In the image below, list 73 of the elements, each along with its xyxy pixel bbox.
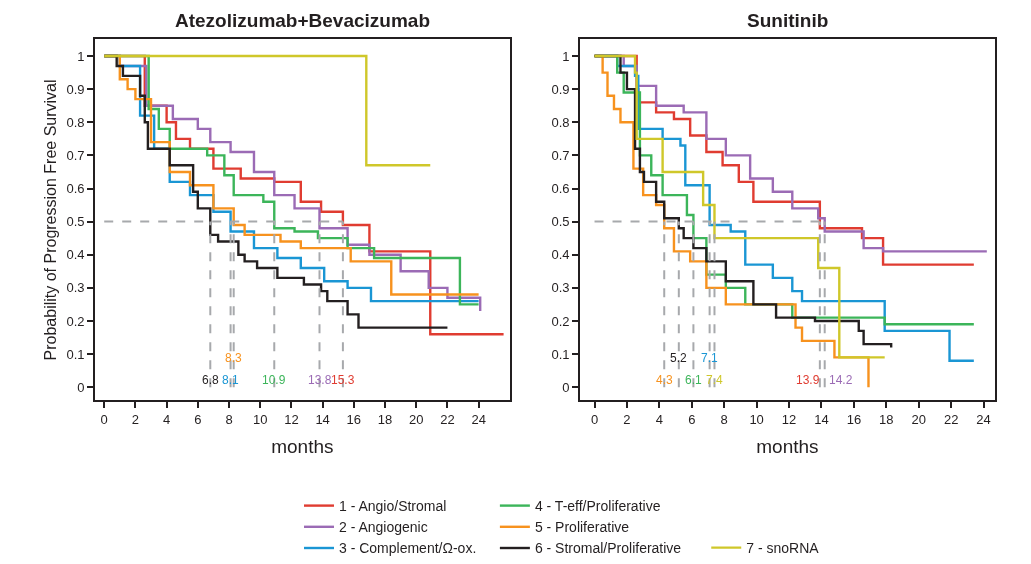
x-tick-label: 22	[943, 411, 959, 427]
legend-label: 2 - Angiogenic	[338, 519, 428, 536]
y-tick-label: 0.7	[551, 147, 570, 163]
ref-line-label: 13.9	[796, 373, 820, 387]
x-tick-label: 24	[471, 411, 486, 427]
chart-title: Atezolizumab+Bevacizumab	[175, 10, 430, 31]
y-tick-label: 0	[77, 379, 85, 395]
ref-line-label: 14.2	[829, 373, 853, 387]
x-tick-label: 2	[623, 411, 631, 427]
x-tick-label: 18	[377, 411, 393, 427]
ref-line-label: 6.8	[202, 373, 220, 387]
y-tick-label: 1	[562, 48, 570, 64]
legend-label: 6 - Stromal/Proliferative	[534, 540, 682, 557]
ref-line-label: 13.8	[308, 373, 332, 387]
legend-label: 3 - Complement/Ω-ox.	[338, 540, 477, 557]
x-tick-label: 8	[225, 411, 233, 427]
legend-label: 1 - Angio/Stromal	[338, 498, 447, 515]
x-tick-label: 20	[911, 411, 926, 427]
legend-label: 7 - snoRNA	[746, 540, 820, 557]
y-tick-label: 0.6	[66, 181, 85, 197]
y-tick-label: 0.5	[66, 214, 85, 230]
y-tick-label: 0.3	[66, 280, 85, 296]
y-tick-label: 0.1	[66, 346, 85, 362]
y-tick-label: 0.9	[551, 81, 570, 97]
y-tick-label: 0.8	[66, 114, 85, 130]
x-tick-label: 18	[879, 411, 894, 427]
ref-line-label: 15.3	[331, 373, 355, 387]
x-tick-label: 0	[590, 411, 599, 427]
legend-label: 5 - Proliferative	[534, 519, 630, 536]
y-tick-label: 0	[562, 379, 570, 395]
x-tick-label: 10	[749, 411, 764, 427]
x-axis-title: months	[756, 436, 819, 458]
x-tick-label: 16	[846, 411, 862, 427]
y-tick-label: 0.2	[551, 313, 570, 329]
y-axis-title: Probability of Progression Free Survival	[41, 79, 59, 361]
x-tick-label: 12	[781, 411, 797, 427]
ref-line-label: 8.3	[225, 351, 243, 365]
y-tick-label: 0.4	[66, 247, 85, 263]
y-tick-label: 0.5	[551, 214, 570, 230]
legend-label: 4 - T-eff/Proliferative	[534, 498, 661, 515]
y-tick-label: 1	[77, 48, 85, 64]
ref-line-label: 10.9	[262, 373, 286, 387]
y-tick-label: 0.7	[66, 147, 85, 163]
x-tick-label: 6	[688, 411, 696, 427]
x-tick-label: 6	[194, 411, 202, 427]
x-tick-label: 20	[408, 411, 424, 427]
y-tick-label: 0.8	[551, 114, 570, 130]
y-tick-label: 0.2	[66, 313, 85, 329]
ref-line-label: 5.2	[670, 351, 688, 365]
x-axis-title: months	[271, 436, 334, 458]
y-tick-label: 0.6	[551, 181, 570, 197]
x-tick-label: 8	[720, 411, 728, 427]
chart-title: Sunitinib	[747, 10, 829, 31]
y-tick-label: 0.3	[551, 280, 570, 296]
x-tick-label: 14	[315, 411, 330, 427]
y-tick-label: 0.1	[551, 346, 570, 362]
ref-line-label: 7.4	[706, 373, 724, 387]
x-tick-label: 2	[131, 411, 140, 427]
x-tick-label: 0	[100, 411, 108, 427]
x-tick-label: 4	[162, 411, 171, 427]
x-tick-label: 14	[814, 411, 829, 427]
x-tick-label: 4	[655, 411, 663, 427]
ref-line-label: 7.1	[701, 351, 719, 365]
ref-line-label: 8.1	[222, 373, 240, 387]
ref-line-label: 4.3	[656, 373, 674, 387]
x-tick-label: 22	[440, 411, 455, 427]
x-tick-label: 12	[284, 411, 299, 427]
y-tick-label: 0.9	[66, 81, 85, 97]
y-tick-label: 0.4	[551, 247, 570, 263]
x-tick-label: 10	[252, 411, 268, 427]
ref-line-label: 6.1	[685, 373, 703, 387]
x-tick-label: 16	[346, 411, 362, 427]
x-tick-label: 24	[976, 411, 991, 427]
